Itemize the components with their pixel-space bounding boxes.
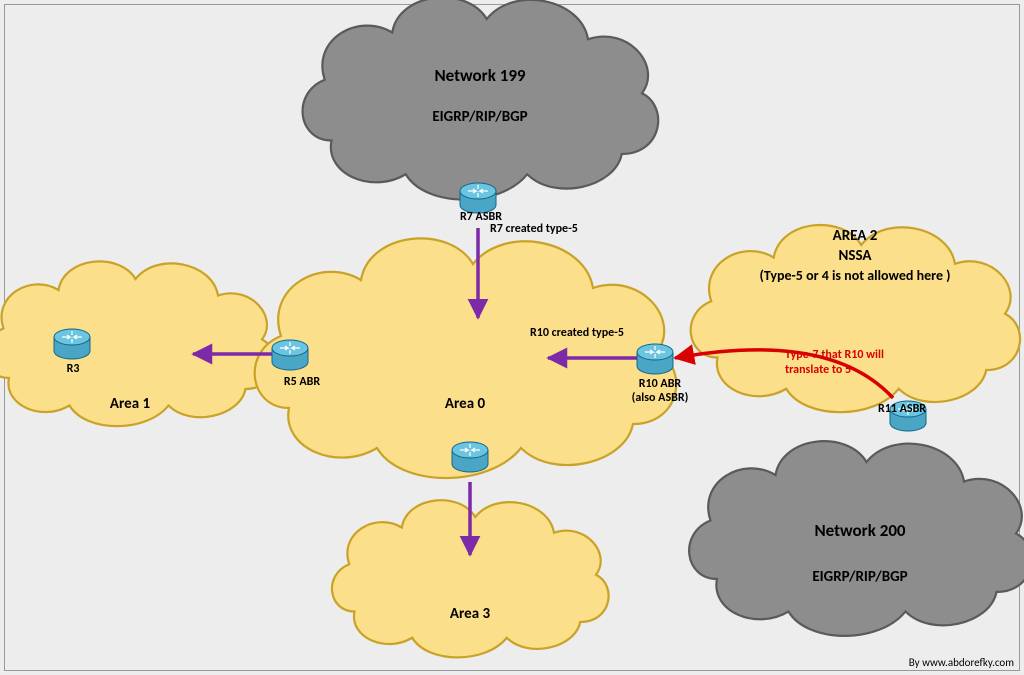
area2-line3: (Type-5 or 4 is not allowed here )	[720, 267, 990, 285]
area3-label: Area 3	[420, 605, 520, 624]
type7-label1: Type-7 that R10 will	[785, 348, 965, 363]
r10-label2: (also ASBR)	[612, 391, 708, 406]
area2-line2: NSSA	[755, 247, 955, 266]
area2-line1: AREA 2	[755, 227, 955, 246]
area0-label: Area 0	[420, 395, 510, 414]
arrow-a3-label: R10 created type-5	[530, 326, 690, 341]
area1-label: Area 1	[80, 395, 180, 414]
r3-label: R3	[58, 362, 88, 377]
net200-sub: EIGRP/RIP/BGP	[760, 568, 960, 587]
r10-label1: R10 ABR	[620, 377, 700, 392]
r5-label: R5 ABR	[262, 375, 342, 390]
net199-sub: EIGRP/RIP/BGP	[380, 108, 580, 127]
type7-label2: translate to 5	[785, 363, 965, 378]
byline: By www.abdorefky.com	[909, 656, 1014, 669]
net199-title: Network 199	[380, 65, 580, 86]
r11-label: R11 ASBR	[878, 402, 958, 417]
net200-title: Network 200	[760, 520, 960, 541]
arrow-a1-label: R7 created type-5	[490, 222, 640, 237]
